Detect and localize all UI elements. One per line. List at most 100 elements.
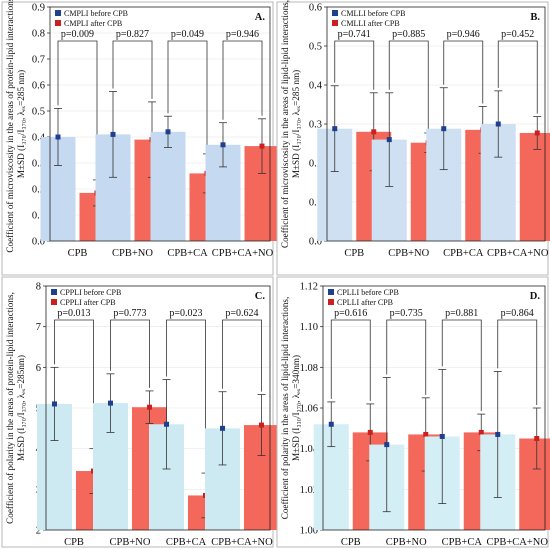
- y-tick-label: 0.6: [32, 81, 45, 92]
- pvalue-bracket: [57, 40, 98, 177]
- legend-swatch: [51, 299, 57, 305]
- chart-panel-a: 0.0 0.1 0.2 0.3 0.4 0.5 0.6 0.7 0.8 0.9 p=0.009 CPB…: [1, 0, 280, 276]
- pvalue-bracket: [222, 319, 262, 392]
- legend-swatch: [328, 289, 334, 295]
- y-tick-label: 0.7: [32, 55, 45, 66]
- mean-marker: [108, 400, 113, 406]
- mean-marker: [164, 421, 169, 427]
- y-axis-label: Coefficient of microviscosity in the are…: [5, 0, 26, 253]
- panel-letter: A.: [255, 12, 266, 23]
- pvalue-label: p=0.452: [501, 29, 534, 40]
- y-tick-label: 1.04: [300, 444, 319, 455]
- pvalue-bracket: [497, 40, 538, 114]
- y-tick-label: 0.3: [309, 120, 322, 131]
- y-tick-label: 0.9: [32, 3, 45, 14]
- mean-marker: [423, 431, 429, 437]
- x-category-label: CPB+CA+NO: [211, 537, 273, 548]
- pvalue-bracket: [330, 319, 371, 401]
- y-axis-label-line: M±SD (I₃₇₀/I₃₇₀, λₑₓ=285 nm): [291, 70, 301, 178]
- pvalue-bracket: [334, 40, 375, 90]
- y-tick-label: 0.1: [32, 211, 45, 222]
- panel-letter: D.: [530, 291, 541, 302]
- pvalue-bracket: [222, 40, 263, 120]
- legend-swatch: [55, 20, 61, 26]
- legend-swatch: [332, 20, 338, 26]
- pvalue-label: p=0.773: [113, 308, 146, 319]
- legend-label: CPPLI after CPB: [60, 298, 116, 307]
- legend-label: CMPLI after CPB: [64, 19, 122, 28]
- pvalue-label: p=0.946: [447, 29, 480, 40]
- x-category-label: CPB: [344, 248, 364, 259]
- y-tick-label: 7: [36, 322, 41, 333]
- x-category-label: CPB: [64, 537, 84, 548]
- legend-label: CPLLI before CPB: [337, 288, 399, 297]
- mean-marker: [147, 404, 152, 410]
- y-axis-label-line: Coefficient of microviscosity in the are…: [5, 0, 15, 253]
- chart-panel-c: 2345678p=0.013CPBp=0.773CPB+NOp=0.023CPB…: [1, 276, 279, 548]
- panel-letter: C.: [255, 291, 266, 302]
- y-tick-label: 1.12: [300, 282, 318, 293]
- mean-marker: [259, 422, 264, 428]
- y-tick-label: 0.2: [309, 159, 322, 170]
- y-tick-label: 0.8: [32, 29, 45, 40]
- mean-marker: [367, 429, 373, 435]
- x-category-label: CPB: [341, 537, 361, 548]
- legend-label: CMPLI before CPB: [64, 9, 128, 18]
- y-tick-label: 6: [36, 363, 41, 374]
- mean-marker: [332, 126, 338, 132]
- y-tick-label: 8: [36, 282, 41, 293]
- x-category-label: CPB+CA+NO: [487, 248, 549, 259]
- legend-label: CMLLI before CPB: [341, 9, 405, 18]
- x-category-label: CPB+CA: [443, 248, 484, 259]
- mean-marker: [220, 142, 226, 148]
- y-tick-label: 1.02: [300, 485, 318, 496]
- pvalue-bracket: [112, 40, 153, 99]
- y-tick-label: 1.06: [300, 404, 318, 415]
- pvalue-label: p=0.946: [226, 29, 259, 40]
- y-axis-label: Coefficient of polarity in the areas of …: [280, 297, 301, 520]
- pvalue-bracket: [166, 319, 206, 471]
- mean-marker: [52, 401, 57, 407]
- plot-area: [322, 285, 546, 531]
- y-tick-label: 1.00: [300, 526, 318, 537]
- y-axis-label: Coefficient of polarity in the areas of …: [5, 292, 26, 524]
- x-category-label: CPB: [68, 248, 88, 259]
- mean-marker: [371, 129, 377, 135]
- x-category-label: CPB+NO: [388, 248, 429, 259]
- bar: [150, 131, 186, 241]
- chart-panel-d: 1.00 1.02 1.04 1.06 1.08 1.10 1.12 p=0.616 CPB p=…: [276, 276, 550, 548]
- x-category-label: CPB+CA: [166, 537, 207, 548]
- pvalue-bracket: [54, 319, 94, 446]
- y-tick-label: 0.4: [309, 81, 323, 92]
- pvalue-label: p=0.023: [169, 308, 202, 319]
- plot-area: [326, 6, 546, 242]
- x-category-label: CPB+CA+NO: [212, 248, 274, 259]
- mean-marker: [110, 131, 116, 137]
- mean-marker: [328, 421, 334, 427]
- mean-marker: [534, 436, 540, 441]
- y-tick-label: 0.5: [32, 107, 45, 118]
- legend-swatch: [328, 299, 334, 305]
- y-tick-label: 0.0: [32, 237, 45, 248]
- mean-marker: [441, 126, 447, 132]
- y-tick-label: 0.3: [32, 159, 45, 170]
- y-axis-label: Coefficient of microviscosity in the are…: [280, 0, 301, 248]
- pvalue-label: p=0.881: [445, 308, 478, 319]
- pvalue-label: p=0.049: [171, 29, 204, 40]
- pvalue-bracket: [167, 40, 208, 151]
- y-axis-label-line: M±SD (I₃₇₀/I₃₇₀, λₑₓ=285 nm): [16, 70, 26, 178]
- pvalue-label: p=0.616: [334, 308, 367, 319]
- mean-marker: [165, 129, 171, 135]
- mean-marker: [478, 429, 484, 435]
- pvalue-label: p=0.009: [61, 29, 94, 40]
- pvalue-bracket: [443, 40, 484, 104]
- plot-area: [45, 285, 271, 531]
- y-tick-label: 1.08: [300, 363, 318, 374]
- y-axis-label-line: Coefficient of microviscosity in the are…: [280, 0, 290, 248]
- mean-marker: [384, 442, 390, 448]
- legend-label: CMLLI after CPB: [341, 19, 400, 28]
- mean-marker: [55, 134, 61, 140]
- pvalue-label: p=0.885: [392, 29, 425, 40]
- pvalue-label: p=0.741: [338, 29, 371, 40]
